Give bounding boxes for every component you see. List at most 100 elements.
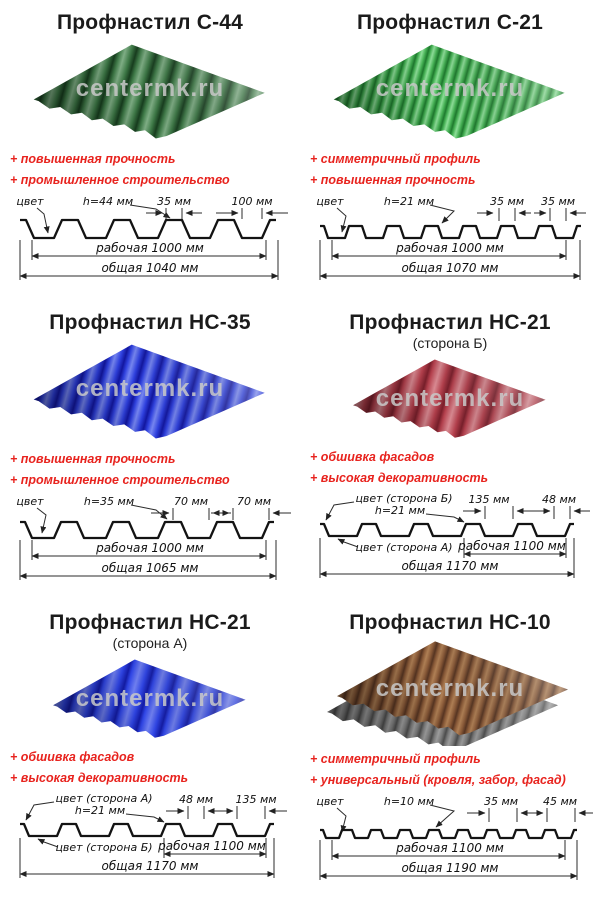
- panel-title: Профнастил НС-21: [49, 611, 251, 634]
- feature-item: + симметричный профиль: [310, 752, 481, 766]
- sheet-image: [353, 359, 546, 438]
- working-width: рабочая 1100 мм: [395, 841, 504, 855]
- label-height: h=44 мм: [83, 195, 133, 208]
- leader-color-b: [325, 501, 355, 521]
- profile-outline: [320, 522, 574, 538]
- panel-title: Профнастил С-44: [56, 11, 244, 34]
- feature-item: + универсальный (кровля, забор, фасад): [310, 772, 566, 787]
- feature-list: + повышенная прочность + промышленное ст…: [0, 449, 300, 492]
- leader-color: [336, 807, 347, 833]
- panel-subtitle: (сторона Б): [412, 335, 488, 351]
- label-color-side-a: цвет (сторона А): [55, 792, 152, 805]
- sheet-image: [333, 44, 565, 139]
- working-width: рабочая 1100 мм: [157, 839, 266, 853]
- overall-width: общая 1190 мм: [402, 861, 499, 875]
- label-width-1: 70 мм: [174, 495, 208, 508]
- feature-item: + промышленное строительство: [10, 172, 230, 187]
- panel-title: Профнастил С-21: [356, 11, 544, 34]
- feature-list: + повышенная прочность + промышленное ст…: [0, 149, 300, 192]
- label-width-2: 135 мм: [235, 793, 276, 806]
- label-color: цвет: [316, 795, 344, 808]
- sheet-render-ns21-b: centermk.ru: [300, 354, 600, 444]
- leader-height: [130, 504, 168, 520]
- leader-height: [429, 204, 455, 224]
- label-width-1: 35 мм: [490, 195, 524, 208]
- profile-outline: [320, 828, 577, 840]
- profile-diagram-ns21-a: цвет (сторона А) h=21 мм 48 мм 135 мм цв…: [19, 792, 287, 878]
- panel-subtitle: (сторона А): [112, 635, 188, 651]
- profile-outline: [20, 822, 274, 838]
- feature-item: + повышенная прочность: [310, 172, 476, 187]
- profile-diagram-c44: цвет h=44 мм 35 мм 100 мм рабочая 1000 м…: [16, 195, 288, 280]
- feature-item: + обшивка фасадов: [10, 750, 135, 764]
- profile-diagram-c21: цвет h=21 мм 35 мм 35 мм рабочая 1000 мм…: [316, 195, 586, 280]
- label-color: цвет: [16, 495, 44, 508]
- label-width-2: 35 мм: [541, 195, 575, 208]
- sheet-render-ns10: centermk.ru: [300, 638, 600, 746]
- leader-height: [429, 804, 456, 828]
- overall-width: общая 1170 мм: [402, 559, 499, 573]
- sheet-image: [53, 659, 246, 738]
- sheet-image: [33, 344, 265, 439]
- label-width-2: 100 мм: [231, 195, 272, 208]
- label-height: h=21 мм: [75, 804, 125, 817]
- leader-color-a: [337, 538, 359, 548]
- sheet-render-c44: centermk.ru: [0, 38, 300, 146]
- working-width: рабочая 1000 мм: [95, 241, 204, 255]
- sheet-render-ns35: centermk.ru: [0, 338, 300, 446]
- sheet-render-c21: centermk.ru: [300, 38, 600, 146]
- leader-color: [36, 507, 47, 534]
- leader-color-b: [37, 838, 59, 848]
- leader-height: [129, 204, 171, 219]
- sheet-image: [327, 641, 568, 746]
- feature-item: + повышенная прочность: [10, 152, 176, 166]
- panel-c21: Профнастил С-21 centermk.ru + симмет: [300, 0, 600, 300]
- label-width-2: 48 мм: [542, 493, 576, 506]
- label-color-side-b: цвет (сторона Б): [355, 492, 452, 505]
- label-width-2: 45 мм: [543, 795, 577, 808]
- profile-outline: [20, 218, 276, 240]
- label-height: h=21 мм: [375, 504, 425, 517]
- feature-list: + симметричный профиль + повышенная проч…: [300, 149, 600, 192]
- working-width: рабочая 1000 мм: [395, 241, 504, 255]
- feature-item: + симметричный профиль: [310, 152, 481, 166]
- profile-diagram-ns35: цвет h=35 мм 70 мм 70 мм рабочая 1000 мм…: [16, 495, 291, 580]
- profile-diagram-ns21-b: цвет (сторона Б) h=21 мм 135 мм 48 мм цв…: [319, 492, 590, 578]
- label-width-1: 35 мм: [157, 195, 191, 208]
- leader-color: [336, 207, 347, 233]
- label-height: h=35 мм: [84, 495, 134, 508]
- feature-item: + промышленное строительство: [10, 472, 230, 487]
- panel-ns21-a: Профнастил НС-21 (сторона А) centermk.ru: [0, 600, 300, 900]
- overall-width: общая 1070 мм: [402, 261, 499, 275]
- feature-list: + симметричный профиль + универсальный (…: [300, 749, 600, 792]
- leader-height: [125, 813, 165, 823]
- panel-ns21-b: Профнастил НС-21 (сторона Б) centermk.ru: [300, 300, 600, 600]
- label-color-side-a: цвет (сторона А): [355, 541, 452, 554]
- feature-item: + высокая декоративность: [10, 770, 189, 785]
- panel-ns10: Профнастил НС-10: [300, 600, 600, 900]
- label-width-1: 48 мм: [179, 793, 213, 806]
- feature-item: + повышенная прочность: [10, 452, 176, 466]
- label-height: h=21 мм: [384, 195, 434, 208]
- feature-list: + обшивка фасадов + высокая декоративнос…: [300, 447, 600, 490]
- top-sheet: [337, 641, 568, 736]
- panel-title: Профнастил НС-10: [349, 611, 551, 634]
- sheet-render-ns21-a: centermk.ru: [0, 654, 300, 744]
- overall-width: общая 1040 мм: [102, 261, 199, 275]
- label-width-1: 135 мм: [468, 493, 509, 506]
- panel-title: Профнастил НС-21: [349, 311, 551, 334]
- working-width: рабочая 1100 мм: [457, 539, 566, 553]
- label-color: цвет: [316, 195, 344, 208]
- feature-item: + обшивка фасадов: [310, 450, 435, 464]
- feature-item: + высокая декоративность: [310, 470, 489, 485]
- profile-outline: [320, 224, 581, 240]
- overall-width: общая 1065 мм: [102, 561, 199, 575]
- working-width: рабочая 1000 мм: [95, 541, 204, 555]
- label-width-2: 70 мм: [237, 495, 271, 508]
- sheet-image: [33, 44, 265, 139]
- label-height: h=10 мм: [384, 795, 434, 808]
- label-width-1: 35 мм: [484, 795, 518, 808]
- label-color-side-b: цвет (сторона Б): [55, 841, 152, 854]
- profile-diagram-ns10: цвет h=10 мм 35 мм 45 мм рабочая 1100 мм…: [316, 795, 593, 880]
